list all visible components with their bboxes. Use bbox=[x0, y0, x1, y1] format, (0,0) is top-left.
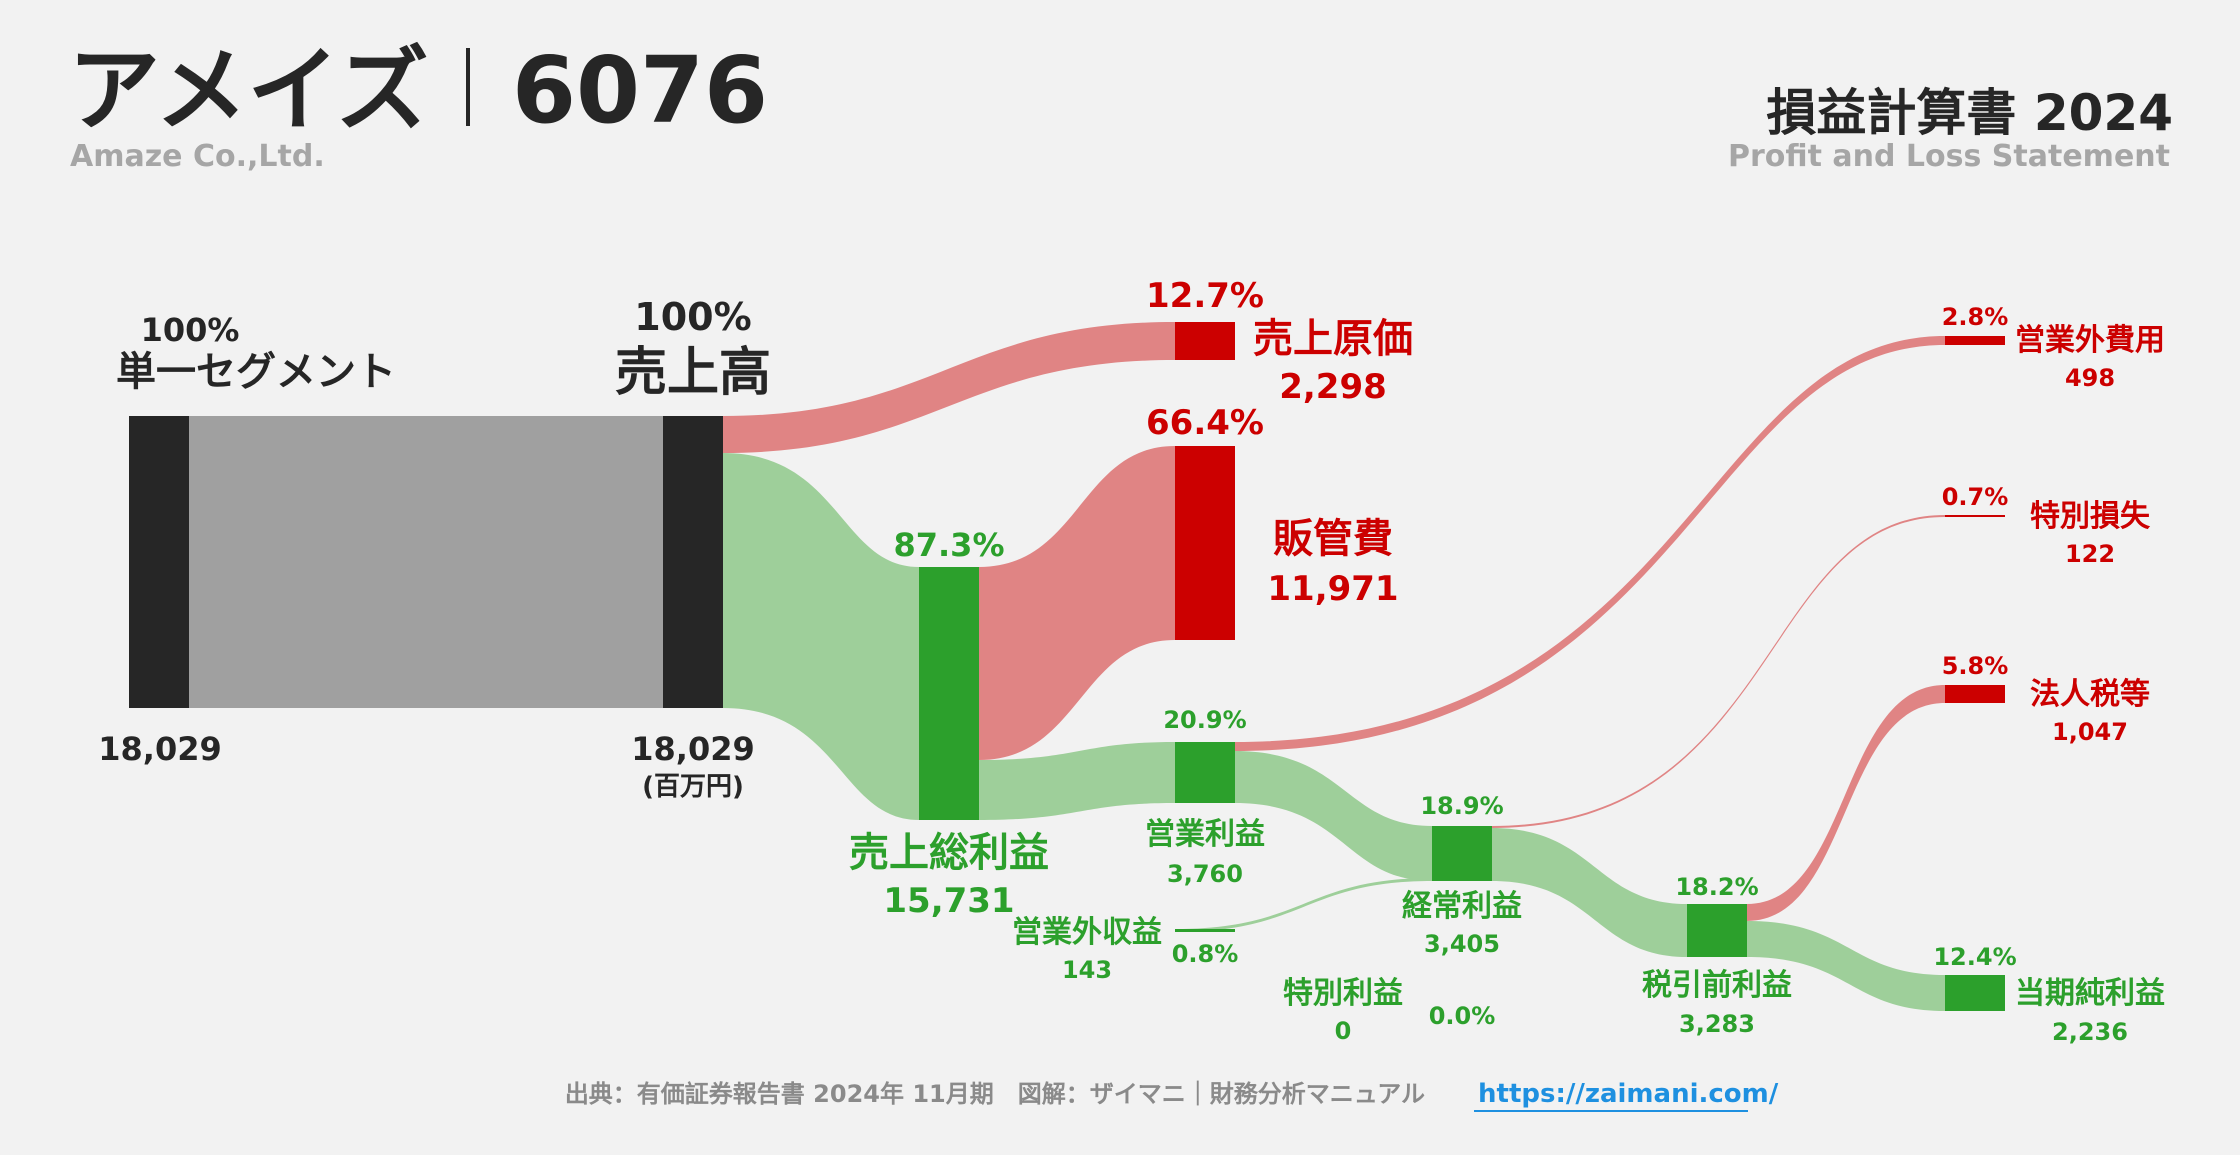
node-tax bbox=[1945, 685, 2005, 703]
special-loss-pct: 0.7% bbox=[1942, 483, 2009, 511]
nonop-income-name: 営業外収益 bbox=[1012, 915, 1162, 950]
special-loss-name: 特別損失 bbox=[2030, 499, 2151, 534]
node-cogs bbox=[1175, 322, 1235, 360]
node-operating-profit bbox=[1175, 742, 1235, 803]
node-pretax-profit bbox=[1687, 904, 1747, 957]
flow-pretax-to-net-profit bbox=[1747, 921, 1945, 1011]
segment-name: 単一セグメント bbox=[116, 349, 396, 395]
node-nonop-income bbox=[1175, 929, 1235, 932]
unit-label: (百万円) bbox=[642, 772, 744, 802]
tax-pct: 5.8% bbox=[1942, 652, 2009, 680]
flow-ordinary-to-special-loss bbox=[1492, 515, 1945, 828]
company-name: アメイズ bbox=[68, 37, 429, 144]
tax-value: 1,047 bbox=[2052, 718, 2128, 746]
node-nonop-expense bbox=[1945, 336, 2005, 345]
stock-code: 6076 bbox=[512, 37, 768, 144]
footer-link[interactable]: https://zaimani.com/ bbox=[1478, 1079, 1779, 1109]
special-gain-name: 特別利益 bbox=[1283, 976, 1403, 1011]
node-ordinary-profit bbox=[1432, 826, 1492, 881]
title-divider bbox=[466, 48, 470, 126]
flow-revenue-to-gross-profit bbox=[723, 453, 919, 820]
net-profit-pct: 12.4% bbox=[1933, 943, 2016, 971]
cogs-pct: 12.7% bbox=[1146, 276, 1264, 316]
special-loss-value: 122 bbox=[2065, 540, 2115, 568]
statement-title: 損益計算書 2024 bbox=[1766, 84, 2173, 142]
flow-segment-to-revenue bbox=[189, 416, 663, 708]
flow-revenue-to-cogs bbox=[723, 322, 1175, 453]
pretax-profit-pct: 18.2% bbox=[1675, 873, 1758, 901]
revenue-value: 18,029 bbox=[631, 730, 754, 768]
flow-gross-to-operating-profit bbox=[979, 742, 1175, 820]
gross-profit-name: 売上総利益 bbox=[849, 830, 1049, 876]
net-profit-name: 当期純利益 bbox=[2015, 976, 2165, 1011]
operating-profit-name: 営業利益 bbox=[1145, 817, 1265, 852]
segment-pct: 100% bbox=[141, 311, 240, 349]
flow-ordinary-to-pretax bbox=[1492, 828, 1687, 957]
company-name-en: Amaze Co.,Ltd. bbox=[70, 139, 325, 174]
revenue-name: 売上高 bbox=[615, 343, 771, 403]
operating-profit-pct: 20.9% bbox=[1163, 706, 1246, 734]
revenue-pct: 100% bbox=[634, 295, 751, 339]
node-net-profit bbox=[1945, 975, 2005, 1011]
segment-value: 18,029 bbox=[98, 730, 221, 768]
pretax-profit-name: 税引前利益 bbox=[1642, 968, 1792, 1003]
flow-op-to-ordinary-profit bbox=[1235, 751, 1432, 881]
nonop-expense-pct: 2.8% bbox=[1942, 303, 2009, 331]
flow-gross-to-sga bbox=[979, 446, 1175, 760]
sga-name: 販管費 bbox=[1273, 516, 1393, 562]
gross-profit-value: 15,731 bbox=[883, 881, 1014, 921]
footer-source: 出典：有価証券報告書 2024年 11月期 図解：ザイマニ｜財務分析マニュアル bbox=[565, 1080, 1425, 1108]
sga-value: 11,971 bbox=[1267, 569, 1398, 609]
gross-profit-pct: 87.3% bbox=[893, 526, 1004, 564]
ordinary-profit-value: 3,405 bbox=[1424, 930, 1500, 958]
pretax-profit-value: 3,283 bbox=[1679, 1010, 1755, 1038]
node-gross-profit bbox=[919, 567, 979, 820]
ordinary-profit-name: 経常利益 bbox=[1402, 889, 1522, 924]
node-sga bbox=[1175, 446, 1235, 640]
flow-pretax-to-tax bbox=[1747, 685, 1945, 921]
cogs-value: 2,298 bbox=[1279, 367, 1387, 407]
sankey-labels: 100% 単一セグメント 18,029 100% 売上高 18,029 (百万円… bbox=[98, 276, 2165, 1046]
nonop-expense-value: 498 bbox=[2065, 364, 2115, 392]
footer-link-underline bbox=[1474, 1110, 1748, 1112]
sga-pct: 66.4% bbox=[1146, 403, 1264, 443]
special-gain-pct: 0.0% bbox=[1429, 1002, 1496, 1030]
special-gain-value: 0 bbox=[1335, 1017, 1352, 1045]
nonop-expense-name: 営業外費用 bbox=[2015, 323, 2165, 358]
tax-name: 法人税等 bbox=[2030, 677, 2150, 712]
sankey-nodes bbox=[129, 322, 2005, 1011]
node-special-loss bbox=[1945, 515, 2005, 517]
net-profit-value: 2,236 bbox=[2052, 1018, 2128, 1046]
node-revenue bbox=[663, 416, 723, 708]
statement-title-en: Profit and Loss Statement bbox=[1728, 139, 2170, 174]
cogs-name: 売上原価 bbox=[1253, 316, 1413, 362]
nonop-income-pct: 0.8% bbox=[1172, 940, 1239, 968]
ordinary-profit-pct: 18.9% bbox=[1420, 792, 1503, 820]
node-segment bbox=[129, 416, 189, 708]
sankey-flows bbox=[189, 322, 1945, 1011]
operating-profit-value: 3,760 bbox=[1167, 860, 1243, 888]
nonop-income-value: 143 bbox=[1062, 956, 1112, 984]
flow-nonop-income-to-ordinary bbox=[1175, 878, 1432, 932]
